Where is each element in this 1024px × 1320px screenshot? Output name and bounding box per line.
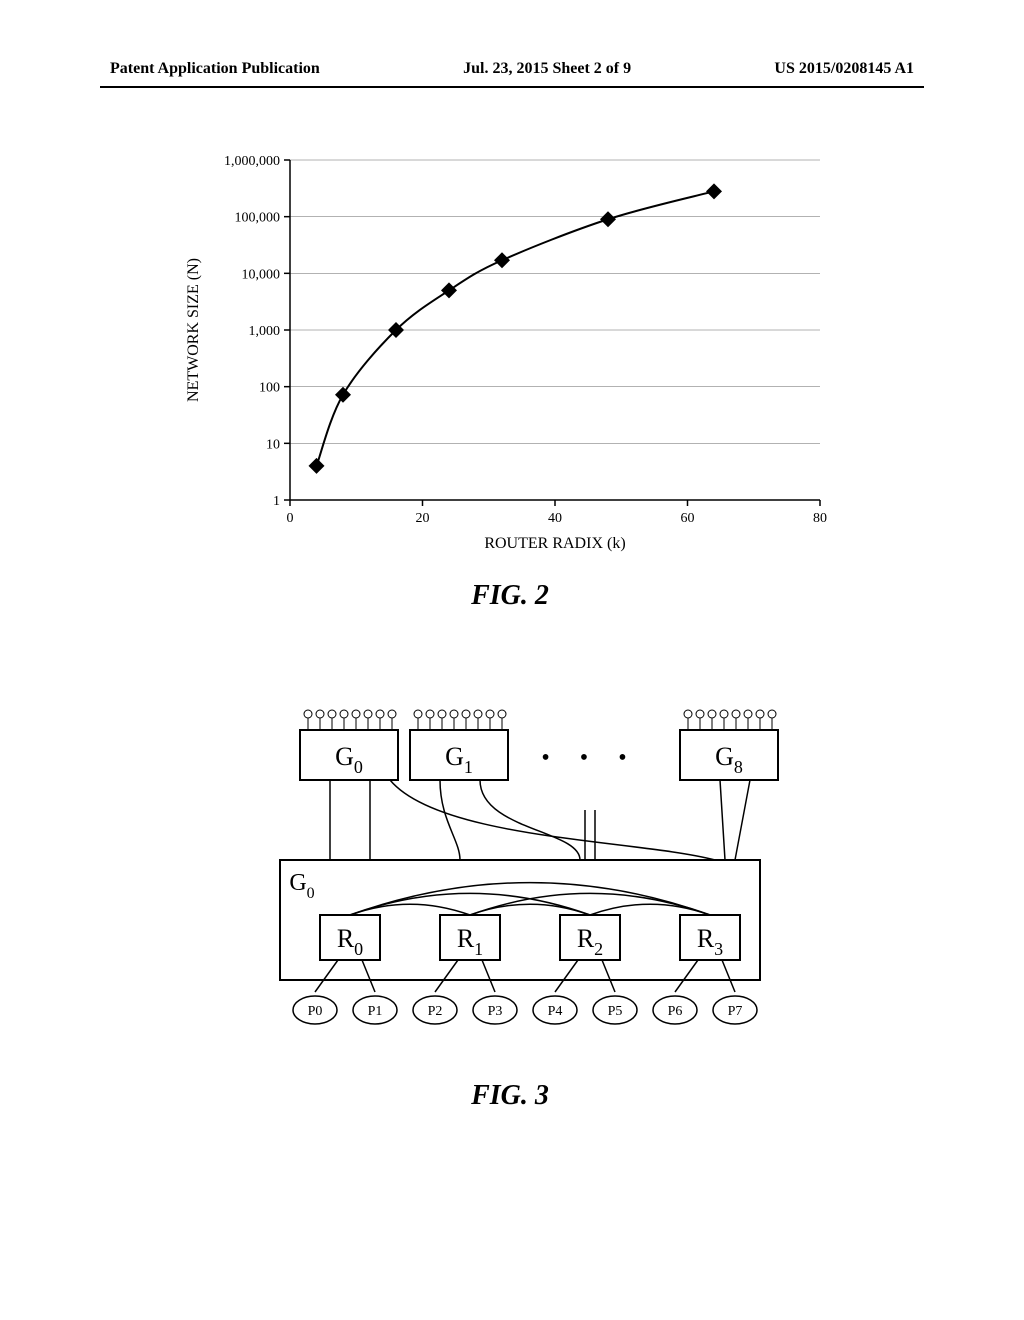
svg-text:P1: P1: [368, 1004, 383, 1019]
svg-text:1,000,000: 1,000,000: [224, 154, 280, 169]
svg-text:P6: P6: [668, 1004, 683, 1019]
svg-text:1,000: 1,000: [249, 324, 281, 339]
figure-3: G0G1G8• • •G0R0R1R2R3P0P1P2P3P4P5P6P7 FI…: [240, 680, 780, 1112]
fig3-caption: FIG. 3: [240, 1080, 780, 1112]
svg-text:1: 1: [273, 494, 280, 509]
header-center: Jul. 23, 2015 Sheet 2 of 9: [463, 60, 631, 78]
svg-text:20: 20: [416, 511, 430, 526]
svg-text:100: 100: [259, 381, 280, 396]
fig2-caption: FIG. 2: [180, 580, 840, 612]
svg-text:G0: G0: [289, 870, 314, 902]
svg-text:10: 10: [266, 437, 280, 452]
page-header: Patent Application Publication Jul. 23, …: [100, 60, 924, 88]
svg-text:NETWORK SIZE (N): NETWORK SIZE (N): [185, 258, 202, 402]
header-left: Patent Application Publication: [110, 60, 320, 78]
svg-text:100,000: 100,000: [235, 211, 281, 226]
header-right: US 2015/0208145 A1: [774, 60, 914, 78]
svg-text:P4: P4: [548, 1004, 563, 1019]
svg-text:0: 0: [287, 511, 294, 526]
svg-text:P0: P0: [308, 1004, 323, 1019]
svg-text:P5: P5: [608, 1004, 623, 1019]
svg-text:• • •: • • •: [541, 745, 638, 771]
fig3-diagram: G0G1G8• • •G0R0R1R2R3P0P1P2P3P4P5P6P7: [240, 680, 780, 1050]
svg-text:P7: P7: [728, 1004, 743, 1019]
svg-text:40: 40: [548, 511, 562, 526]
svg-text:80: 80: [813, 511, 827, 526]
figure-2: 0 20 40 60 80 1 10 100 1,000 10,000 100,000 1,000,0…: [180, 140, 840, 612]
fig2-chart: 0 20 40 60 80 1 10 100 1,000 10,000 100,000 1,000,0…: [180, 140, 840, 560]
svg-text:P3: P3: [488, 1004, 503, 1019]
svg-text:60: 60: [681, 511, 695, 526]
svg-text:10,000: 10,000: [242, 267, 281, 282]
svg-text:ROUTER RADIX (k): ROUTER RADIX (k): [484, 535, 625, 552]
svg-text:P2: P2: [428, 1004, 443, 1019]
